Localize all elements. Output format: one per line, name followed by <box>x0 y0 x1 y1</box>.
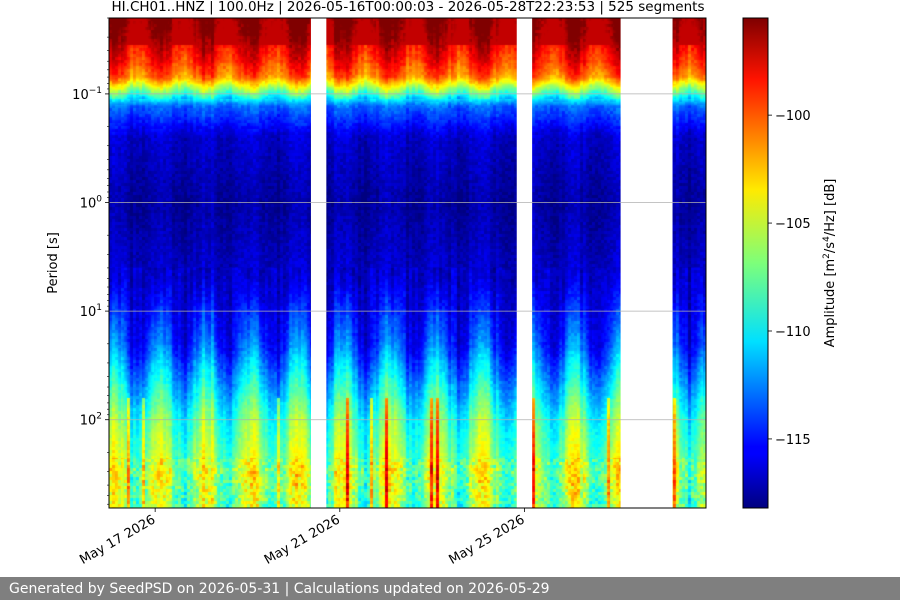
x-axis: May 17 2026 May 21 2026 May 25 2026 <box>77 508 527 568</box>
psd-spectrogram-figure: HI.CH01..HNZ | 100.0Hz | 2026-05-16T00:0… <box>46 0 838 568</box>
y-tick-label: 102 <box>80 412 102 429</box>
colorbar-gradient <box>742 17 769 509</box>
x-tick-label: May 17 2026 <box>77 512 158 567</box>
colorbar-tick-label: −105 <box>775 217 811 232</box>
spectrogram-heatmap <box>109 18 706 508</box>
colorbar: −100 −105 −110 −115 Amplitude [m2/s4/Hz] [d… <box>742 17 838 509</box>
colorbar-ticks: −100 −105 −110 −115 <box>768 109 811 448</box>
y-axis: 10−1 100 101 102 <box>72 17 109 505</box>
colorbar-tick-label: −100 <box>775 109 811 124</box>
footer-text: Generated by SeedPSD on 2026-05-31 | Cal… <box>9 581 550 597</box>
data-gap <box>620 18 673 508</box>
colorbar-label: Amplitude [m2/s4/Hz] [dB] <box>822 179 838 348</box>
y-tick-label: 100 <box>80 195 103 212</box>
plot-frame <box>108 17 707 509</box>
data-gaps <box>310 18 673 508</box>
colorbar-tick-label: −115 <box>775 433 811 448</box>
y-axis-label: Period [s] <box>46 232 61 294</box>
data-gap <box>310 18 327 508</box>
plot-area <box>108 17 707 509</box>
colorbar-tick-label: −110 <box>775 325 811 340</box>
chart-title: HI.CH01..HNZ | 100.0Hz | 2026-05-16T00:0… <box>112 0 705 15</box>
footer-bar: Generated by SeedPSD on 2026-05-31 | Cal… <box>0 577 900 600</box>
y-tick-label: 101 <box>80 303 102 320</box>
y-tick-label: 10−1 <box>72 86 102 103</box>
x-tick-label: May 25 2026 <box>447 512 528 567</box>
x-tick-label: May 21 2026 <box>262 512 343 567</box>
data-gap <box>516 18 533 508</box>
gridlines <box>109 93 706 421</box>
